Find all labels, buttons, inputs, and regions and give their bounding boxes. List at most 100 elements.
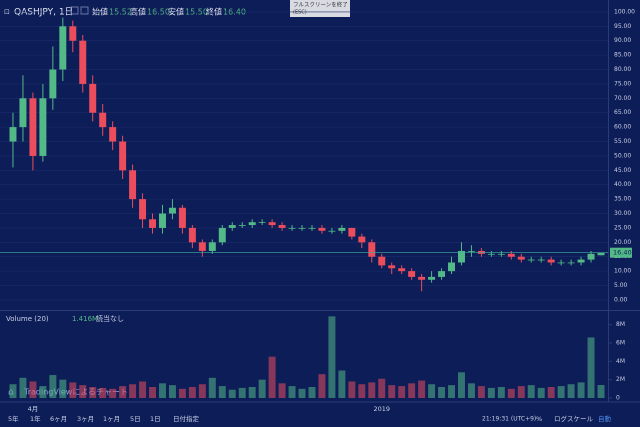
volume-bar [268,356,276,398]
candle-body [149,219,157,228]
candle-body [208,242,216,251]
y-tick-label: 80.00 [614,66,631,73]
candle-body [268,222,276,226]
volume-bar [99,387,107,398]
y-tick-label: 65.00 [614,109,631,116]
range-button[interactable]: 日付指定 [173,414,200,423]
candle-body [39,98,47,156]
y-tick-label: 70.00 [614,95,631,102]
range-button[interactable]: 1年 [30,414,41,423]
candle-body [577,259,585,263]
volume-bar [567,384,575,398]
x-tick-label: 2019 [373,405,390,413]
range-button[interactable]: 5日 [130,415,141,423]
candle-body [517,256,525,260]
range-button[interactable]: 3ヶ月 [77,415,94,423]
y-tick-label: 30.00 [614,210,631,217]
volume-bar [537,387,545,398]
y-tick-label: 60.00 [614,124,631,131]
volume-bar [408,383,416,398]
candle-body [238,225,246,226]
range-button[interactable]: 1日 [150,415,161,423]
candle-body [79,40,87,84]
candle-body [448,262,456,272]
volume-bar [39,386,47,398]
candle-body [9,127,17,142]
candle-body [418,276,426,280]
volume-bar [228,389,236,398]
fullscreen-label: フルスクリーンを終了 [293,1,348,9]
volume-bar [418,380,426,398]
volume-bar [527,385,535,398]
candle-body [507,253,515,257]
candle-body [408,271,416,277]
fullscreen-button[interactable] [290,0,350,17]
candle-body [218,227,226,243]
volume-bar [59,379,67,398]
candle-body [587,253,595,260]
volume-tick-label: 8M [616,321,625,328]
volume-bar [448,385,456,398]
volume-bar [457,372,465,398]
log-button[interactable]: ログスケール [554,414,594,423]
candle-body [328,230,336,232]
range-button[interactable]: 5年 [8,414,19,423]
volume-bar [298,388,306,398]
candle-body [228,225,236,228]
volume-bar [119,386,127,398]
volume-bar [69,382,77,398]
volume-bar [597,385,605,398]
candle-body [487,253,495,255]
volume-tick-label: 0 [616,395,620,402]
y-tick-label: 90.00 [614,37,631,44]
volume-bar [557,386,565,398]
volume-bar [318,374,326,398]
settings-button[interactable] [80,6,89,15]
candle-body [99,112,107,128]
volume-bar [428,384,436,398]
volume-bar [49,375,57,398]
candle-body [158,213,166,228]
range-button[interactable]: 1ヶ月 [103,415,120,423]
volume-bar [168,385,176,398]
y-tick-label: 10.00 [614,268,631,275]
volume-bar [358,384,366,398]
candle-body [168,207,176,214]
volume-bar [198,384,206,398]
fullscreen-hint: (ESC) [293,10,307,16]
volume-tick-label: 6M [616,339,625,346]
eye-button[interactable] [70,6,79,15]
volume-bar [248,386,256,398]
volume-bar [487,387,495,398]
candle-body [537,259,545,261]
ohlc-label: 始値 [92,7,108,17]
candle-body [109,127,117,142]
candle-body [368,242,376,257]
candle-body [428,276,436,280]
candle-body [597,252,605,256]
volume-title: Volume (20) [6,315,49,323]
candle-body [19,98,27,128]
volume-bar [517,386,525,398]
volume-bar [388,385,396,398]
range-button[interactable]: 6ヶ月 [50,415,67,423]
candle-body [547,259,555,263]
y-tick-label: 5.00 [614,282,628,289]
volume-bar [19,377,27,398]
candle-body [467,250,475,252]
ohlc-label: 終値 [206,7,222,17]
ohlc-label: 安値 [168,7,184,17]
auto-button[interactable]: 自動 [598,414,612,423]
volume-bar [577,382,585,398]
volume-bar [158,383,166,398]
candle-body [278,225,286,228]
percent-button[interactable]: % [536,415,542,423]
volume-bar [278,383,286,398]
candle-body [308,227,316,229]
candle-body [527,259,535,261]
volume-bar [9,384,17,398]
candle-body [318,227,326,231]
candle-body [457,250,465,263]
candle-body [338,227,346,231]
